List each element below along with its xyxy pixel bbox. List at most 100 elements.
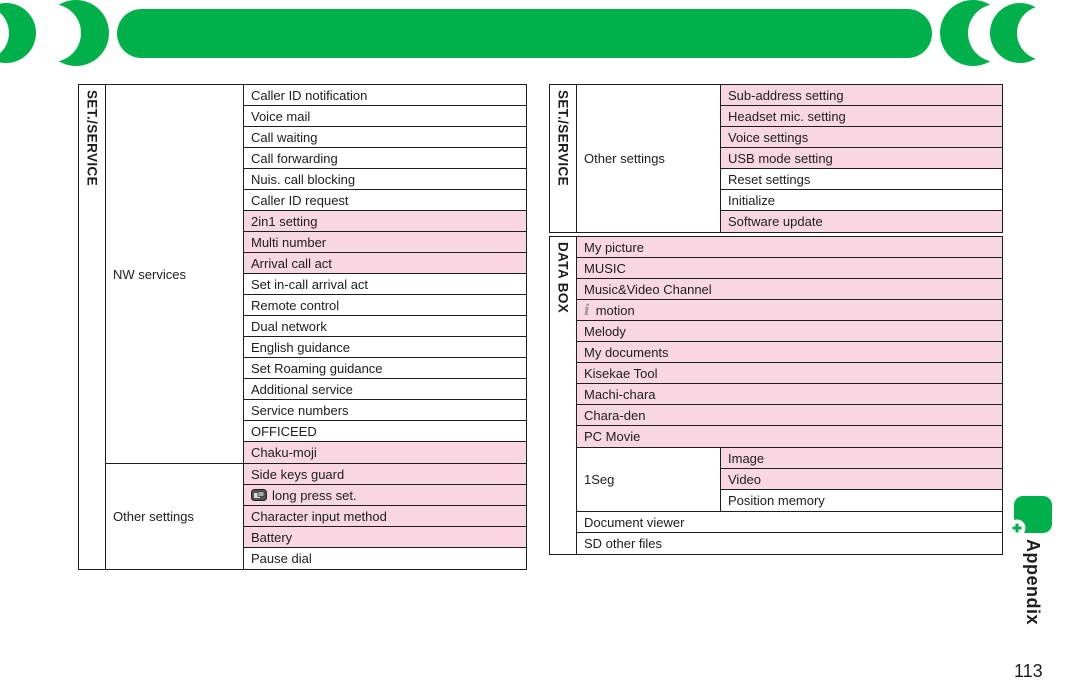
menu-item-label: Image — [728, 450, 765, 466]
menu-item-label: Software update — [728, 214, 823, 229]
menu-item-label: My documents — [584, 344, 669, 360]
menu-item: Kisekae Tool — [577, 363, 1002, 384]
menu-item: SD other files — [577, 533, 1002, 554]
menu-item: Call forwarding — [244, 148, 526, 169]
menu-item: Position memory — [721, 490, 1002, 511]
menu-item-label: Service numbers — [251, 402, 349, 418]
group-label-cell: Other settings — [577, 85, 721, 232]
menu-item-label: Remote control — [251, 297, 340, 313]
menu-item: Set Roaming guidance — [244, 358, 526, 379]
menu-item: Set in-call arrival act — [244, 274, 526, 295]
menu-item-label: Additional service — [251, 381, 353, 397]
menu-item-label: Character input method — [251, 508, 387, 524]
menu-item: Caller ID notification — [244, 85, 526, 106]
menu-item: Video — [721, 469, 1002, 490]
menu-item-label: English guidance — [251, 339, 351, 355]
menu-item: Music&Video Channel — [577, 279, 1002, 300]
table-row-group: My picture MUSIC Music&Video Channel i motio… — [577, 237, 1002, 448]
menu-item: English guidance — [244, 337, 526, 358]
menu-item-label: Call waiting — [251, 129, 318, 145]
menu-item-label: 2in1 setting — [251, 213, 318, 229]
table-row-group: Document viewer SD other files — [577, 512, 1002, 554]
green-bar-crescents-graphic — [0, 0, 1071, 66]
menu-item-label: Video — [728, 471, 762, 487]
group-label: 1Seg — [584, 472, 615, 487]
menu-item-label: Arrival call act — [251, 255, 332, 271]
menu-item: Multi number — [244, 232, 526, 253]
menu-item: Caller ID request — [244, 190, 526, 211]
menu-item-label: Caller ID request — [251, 192, 349, 208]
menu-item-label: Sub-address setting — [728, 87, 844, 103]
group-label: Other settings — [113, 509, 194, 524]
table-row-group: Other settings Side keys guard long press … — [106, 464, 526, 569]
menu-item: Remote control — [244, 295, 526, 316]
menu-item: Chaku-moji — [244, 442, 526, 463]
menu-item: OFFICEED — [244, 421, 526, 442]
menu-item: Melody — [577, 321, 1002, 342]
menu-item-label: Side keys guard — [251, 466, 345, 482]
menu-item: Machi-chara — [577, 384, 1002, 405]
menu-item: Chara-den — [577, 405, 1002, 426]
menu-item-label: Set Roaming guidance — [251, 360, 383, 376]
table-row-group: 1Seg Image Video Position memory — [577, 448, 1002, 512]
menu-item-label: Chaku-moji — [251, 445, 317, 460]
appendix-tab-icon — [1006, 495, 1054, 544]
page-number: 113 — [1014, 661, 1043, 681]
menu-item-label: USB mode setting — [728, 150, 833, 166]
green-square-plus-icon — [1008, 496, 1052, 537]
menu-item-label: Multi number — [251, 234, 327, 250]
table-row-group: Other settings Sub-address setting Headset… — [577, 85, 1002, 232]
menu-item-label: Initialize — [728, 192, 775, 208]
menu-item: i motion — [577, 300, 1002, 321]
menu-item-label: Call forwarding — [251, 150, 338, 166]
menu-item-label: long press set. — [272, 487, 357, 503]
menu-item-label: SD other files — [584, 536, 663, 551]
multitask-key-icon — [251, 489, 267, 501]
section-label-cell: SET./SERVICE — [550, 85, 577, 232]
menu-item-label: Position memory — [728, 493, 825, 508]
menu-item: My picture — [577, 237, 1002, 258]
menu-item: Voice mail — [244, 106, 526, 127]
group-label-cell: Other settings — [106, 464, 244, 569]
menu-item-label: Music&Video Channel — [584, 281, 712, 297]
section-label: DATA BOX — [555, 242, 571, 314]
section-label: SET./SERVICE — [84, 90, 100, 187]
menu-item: long press set. — [244, 485, 526, 506]
data-box-table: DATA BOX My picture MUSIC Music&Video Chan… — [549, 236, 1003, 555]
section-label: SET./SERVICE — [555, 90, 571, 187]
table-row-group: NW services Caller ID notification Voice m… — [106, 85, 526, 464]
menu-item: Pause dial — [244, 548, 526, 569]
appendix-tab-label: Appendix — [1023, 539, 1043, 626]
menu-item-label: motion — [595, 302, 635, 318]
menu-item-label: Set in-call arrival act — [251, 276, 369, 292]
menu-item: Image — [721, 448, 1002, 469]
menu-item: Reset settings — [721, 169, 1002, 190]
menu-item: My documents — [577, 342, 1002, 363]
menu-item: Sub-address setting — [721, 85, 1002, 106]
menu-item-label: Dual network — [251, 318, 327, 334]
menu-item: Software update — [721, 211, 1002, 232]
imode-i-icon: i — [584, 300, 590, 319]
menu-item-label: Chara-den — [584, 407, 646, 423]
menu-item: Dual network — [244, 316, 526, 337]
menu-item-label: Melody — [584, 323, 626, 339]
menu-item-label: Voice mail — [251, 108, 311, 124]
menu-item: Additional service — [244, 379, 526, 400]
menu-item-label: Reset settings — [728, 171, 811, 187]
group-label-cell: NW services — [106, 85, 244, 463]
section-label-cell: DATA BOX — [550, 237, 577, 554]
menu-item-label: Caller ID notification — [251, 87, 368, 103]
section-label-cell: SET./SERVICE — [79, 85, 106, 569]
menu-item: Character input method — [244, 506, 526, 527]
set-service-table-right: SET./SERVICE Other settings Sub-address s… — [549, 84, 1003, 233]
menu-item-label: Voice settings — [728, 129, 809, 145]
menu-item-label: Nuis. call blocking — [251, 171, 356, 187]
menu-item: Voice settings — [721, 127, 1002, 148]
menu-item: Arrival call act — [244, 253, 526, 274]
menu-item-label: MUSIC — [584, 260, 626, 276]
menu-item: Call waiting — [244, 127, 526, 148]
menu-item: USB mode setting — [721, 148, 1002, 169]
menu-item: 2in1 setting — [244, 211, 526, 232]
header-decoration — [0, 0, 1075, 75]
menu-item-label: My picture — [584, 239, 644, 255]
